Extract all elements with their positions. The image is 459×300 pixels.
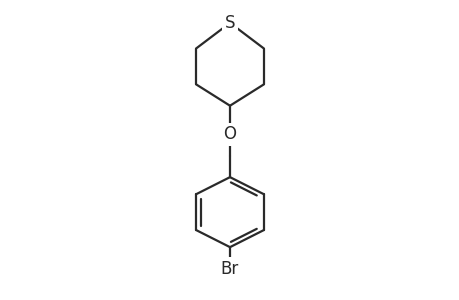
Text: O: O: [223, 125, 236, 143]
Text: S: S: [224, 14, 235, 32]
Text: Br: Br: [220, 260, 239, 278]
